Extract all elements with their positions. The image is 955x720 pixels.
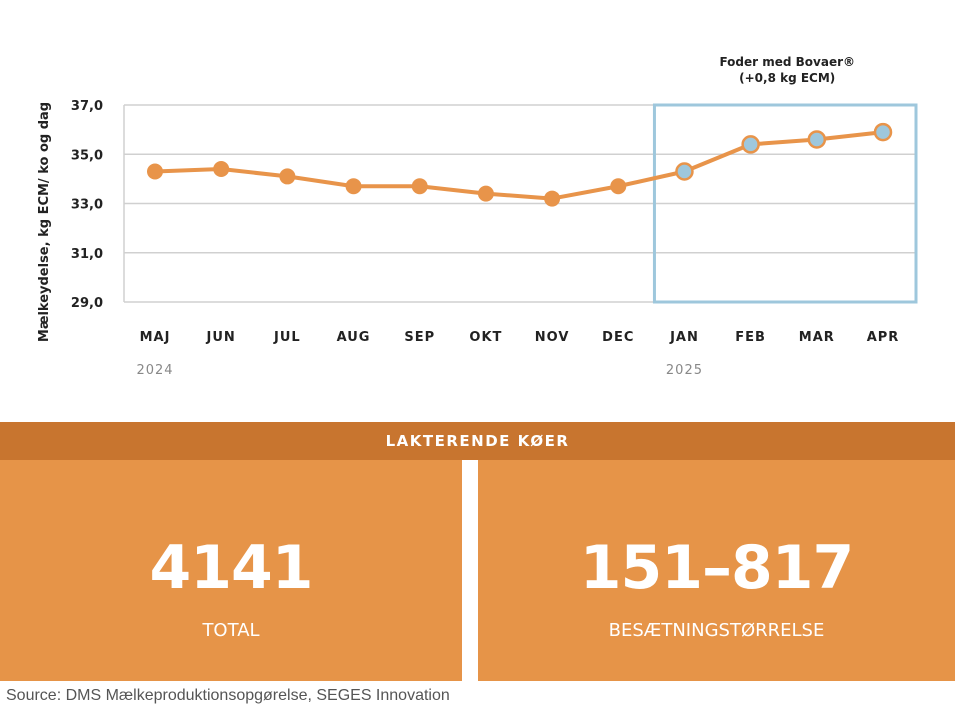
x-tick-label: JUN bbox=[206, 330, 236, 345]
y-tick-label: 33,0 bbox=[71, 198, 103, 213]
series-line bbox=[154, 130, 884, 201]
y-tick-label: 37,0 bbox=[71, 99, 103, 114]
data-point bbox=[213, 161, 230, 178]
x-tick-label: JAN bbox=[669, 330, 699, 345]
highlight-label: Foder med Bovaer® bbox=[719, 55, 855, 69]
x-tick-label: FEB bbox=[735, 330, 766, 345]
y-axis-title: Mælkeydelse, kg ECM/ ko og dag bbox=[37, 102, 52, 342]
herd-size-label: BESÆTNINGSTØRRELSE bbox=[608, 620, 825, 641]
data-point bbox=[345, 178, 362, 195]
y-tick-label: 31,0 bbox=[71, 247, 103, 262]
y-tick-label: 35,0 bbox=[71, 148, 103, 163]
highlight-sublabel: (+0,8 kg ECM) bbox=[739, 71, 835, 85]
data-point bbox=[544, 190, 561, 207]
data-point bbox=[477, 185, 494, 202]
data-point bbox=[873, 122, 893, 142]
data-point bbox=[411, 178, 428, 195]
x-tick-label: JUL bbox=[273, 330, 301, 345]
x-tick-label: AUG bbox=[337, 330, 371, 345]
x-tick-label: MAR bbox=[799, 330, 835, 345]
bovaer-highlight-box bbox=[652, 103, 918, 304]
data-point bbox=[279, 168, 296, 185]
source-note: Source: DMS Mælkeproduktionsopgørelse, S… bbox=[6, 687, 450, 704]
data-point bbox=[807, 130, 827, 149]
herd-size-stat-panel: 151–817 BESÆTNINGSTØRRELSE bbox=[478, 460, 955, 681]
x-tick-label: SEP bbox=[404, 330, 435, 345]
x-tick-label: DEC bbox=[602, 330, 634, 345]
year-label: 2024 bbox=[136, 363, 173, 378]
x-tick-label: OKT bbox=[469, 330, 502, 345]
year-label: 2025 bbox=[666, 363, 703, 378]
total-label: TOTAL bbox=[202, 620, 260, 641]
y-tick-label: 29,0 bbox=[71, 296, 103, 311]
x-tick-label: MAJ bbox=[140, 330, 171, 345]
x-tick-label: NOV bbox=[535, 330, 570, 345]
x-tick-label: APR bbox=[867, 330, 900, 345]
total-value: 4141 bbox=[149, 533, 314, 603]
herd-size-value: 151–817 bbox=[579, 533, 855, 603]
lactating-cows-banner: LAKTERENDE KØER bbox=[0, 422, 955, 460]
data-point bbox=[741, 135, 760, 154]
data-point bbox=[675, 162, 694, 181]
total-stat-panel: 4141 TOTAL bbox=[0, 460, 462, 681]
data-point bbox=[147, 163, 163, 180]
data-point bbox=[610, 178, 627, 195]
milk-yield-chart: 29,0 31,0 33,0 35,0 37,0 Mælkeydelse, kg ECM/… bbox=[37, 55, 918, 378]
